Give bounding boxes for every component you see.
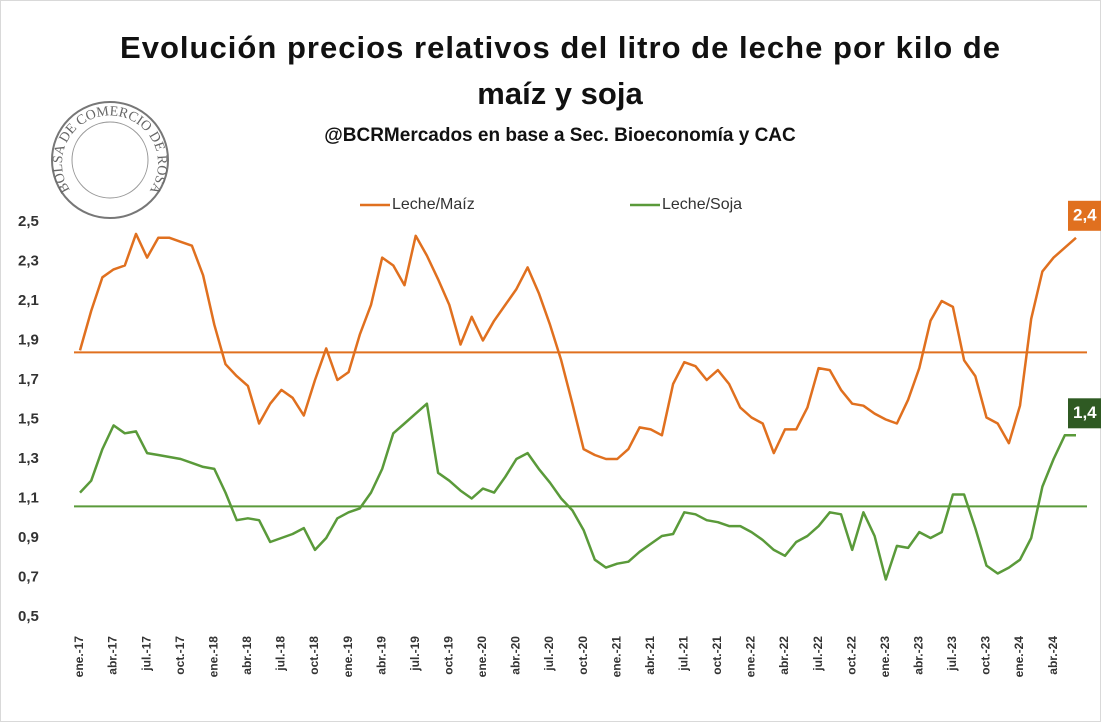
x-tick-label: abr.-19 xyxy=(374,636,388,675)
y-tick-label: 0,5 xyxy=(18,608,39,625)
y-tick-label: 1,3 xyxy=(18,450,39,467)
x-tick-label: jul.-23 xyxy=(945,636,959,672)
x-tick-label: jul.-20 xyxy=(542,636,556,672)
x-tick-label: ene.-21 xyxy=(609,636,623,678)
x-tick-label: ene.-17 xyxy=(72,636,86,678)
y-tick-label: 0,9 xyxy=(18,529,39,546)
x-tick-label: oct.-23 xyxy=(979,636,993,675)
y-tick-label: 1,9 xyxy=(18,331,39,348)
line-series xyxy=(79,402,1076,581)
end-label-box xyxy=(1068,200,1101,231)
x-tick-label: ene.-24 xyxy=(1012,636,1026,678)
x-tick-label: oct.-17 xyxy=(173,636,187,675)
x-tick-label: ene.-19 xyxy=(341,636,355,678)
x-tick-label: jul.-18 xyxy=(274,636,288,672)
x-tick-label: oct.-20 xyxy=(576,636,590,675)
x-tick-label: jul.-19 xyxy=(408,636,422,672)
x-tick-label: jul.-21 xyxy=(676,636,690,672)
x-tick-label: ene.-20 xyxy=(475,636,489,678)
legend-label: Leche/Maíz xyxy=(392,196,475,213)
x-tick-label: ene.-18 xyxy=(206,636,220,678)
x-tick-label: abr.-17 xyxy=(106,636,120,675)
x-tick-label: abr.-18 xyxy=(240,636,254,675)
legend-label: Leche/Soja xyxy=(662,196,742,213)
x-tick-label: ene.-22 xyxy=(744,636,758,678)
y-tick-label: 0,7 xyxy=(18,568,39,585)
x-tick-label: oct.-19 xyxy=(441,636,455,675)
chart-subtitle: @BCRMercados en base a Sec. Bioeconomía … xyxy=(324,125,796,146)
x-tick-label: abr.-24 xyxy=(1046,636,1060,675)
y-tick-label: 1,7 xyxy=(18,371,39,388)
x-tick-label: jul.-17 xyxy=(139,636,153,672)
x-tick-label: oct.-21 xyxy=(710,636,724,675)
y-tick-label: 1,1 xyxy=(18,489,39,506)
end-label-box xyxy=(1068,398,1101,429)
y-tick-label: 1,5 xyxy=(18,410,39,427)
x-tick-label: ene.-23 xyxy=(878,636,892,678)
x-tick-label: oct.-18 xyxy=(307,636,321,675)
chart-title: maíz y soja xyxy=(477,76,643,111)
x-tick-label: abr.-22 xyxy=(777,636,791,675)
line-series xyxy=(78,232,1077,461)
x-tick-label: oct.-22 xyxy=(844,636,858,675)
x-tick-label: abr.-20 xyxy=(509,636,523,675)
end-label: 1,4 xyxy=(1073,403,1097,422)
x-tick-label: abr.-23 xyxy=(911,636,925,675)
y-tick-label: 2,3 xyxy=(18,252,39,269)
end-label: 2,4 xyxy=(1073,205,1097,224)
x-tick-label: jul.-22 xyxy=(811,636,825,672)
x-tick-label: abr.-21 xyxy=(643,636,657,675)
chart-title: Evolución precios relativos del litro de… xyxy=(120,30,1000,65)
y-tick-label: 2,5 xyxy=(18,213,39,230)
y-tick-label: 2,1 xyxy=(18,292,39,309)
